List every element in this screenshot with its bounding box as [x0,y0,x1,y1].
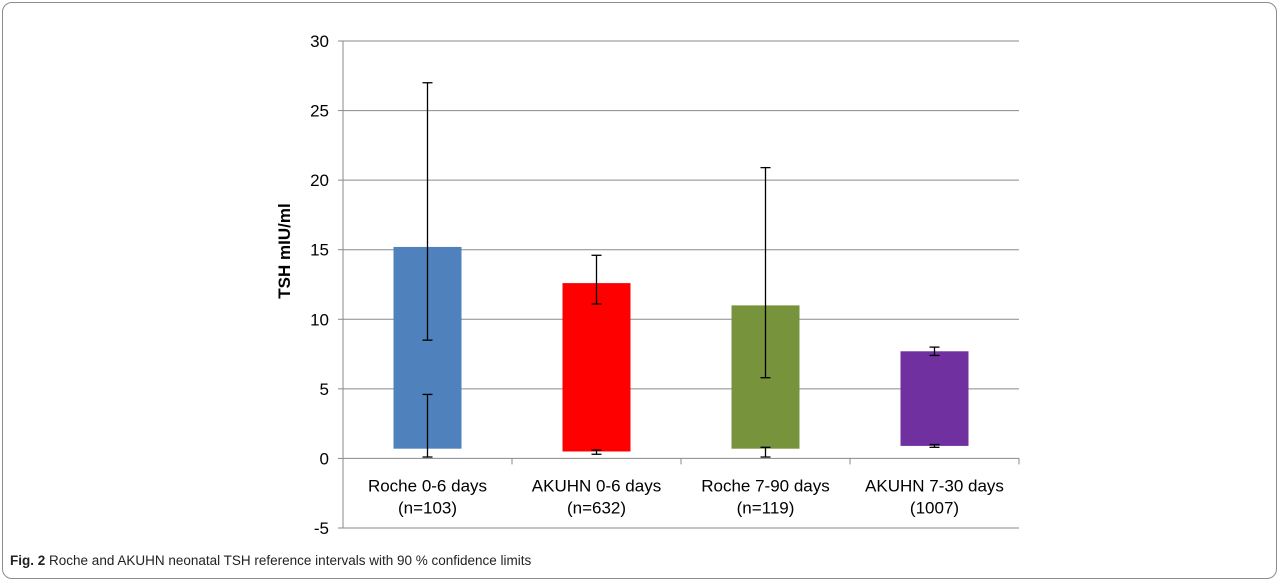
figure-label: Fig. 2 [10,553,46,568]
axis-layer: -5 0 5 10 15 20 25 30 Roche 0-6 days (n=103) AKUHN… [310,32,1020,538]
figure-caption: Fig. 2 Roche and AKUHN neonatal TSH refe… [10,553,531,568]
y-tick-label: 20 [310,171,329,190]
y-tick-label: 25 [310,102,329,121]
x-category-label: AKUHN 0-6 days [532,476,661,495]
bar [562,283,631,452]
y-tick-label: 15 [310,241,329,260]
tsh-bar-chart: -5 0 5 10 15 20 25 30 Roche 0-6 days (n=103) AKUHN… [275,32,1020,538]
x-category-label: AKUHN 7-30 days [865,476,1004,495]
x-category-label: Roche 7-90 days [701,476,830,495]
y-tick-label: 30 [310,32,329,51]
x-category-sublabel: (n=119) [737,498,795,517]
y-tick-label: 0 [320,449,329,468]
y-axis-label: TSH mIU/ml [275,203,294,298]
figure-caption-text: Roche and AKUHN neonatal TSH reference i… [49,553,532,568]
x-category-sublabel: (n=103) [398,498,457,517]
bar-layer [393,246,969,452]
y-tick-label: 10 [310,310,329,329]
x-category-sublabel: (1007) [910,498,959,517]
x-category-label: Roche 0-6 days [368,476,487,495]
y-tick-label: -5 [314,519,329,538]
error-bar-layer [422,82,940,458]
x-category-sublabel: (n=632) [567,498,626,517]
bar [900,351,969,446]
y-tick-label: 5 [320,380,329,399]
